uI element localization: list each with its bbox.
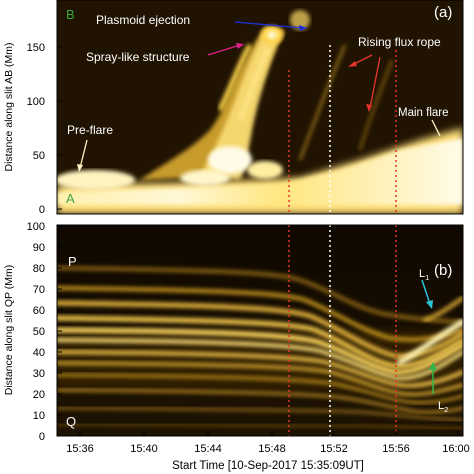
panel-b-label: (b) <box>434 262 452 279</box>
pre-flare-arrow <box>79 139 88 169</box>
rising-arrow-2 <box>369 56 381 109</box>
x-tick-1556: 15:56 <box>382 443 410 455</box>
panel-b-ytick-0: 0 <box>39 431 45 443</box>
pre-flare-arrowhead <box>77 164 83 172</box>
l2-label: L2 <box>438 400 448 414</box>
panel-b-ytick-50: 50 <box>33 326 45 338</box>
panel-a-corner-top: B <box>66 7 75 22</box>
panel-b-corner-bottom: Q <box>66 414 76 429</box>
panel-b-corner-top: P <box>68 254 77 269</box>
panel-b-ytick-30: 30 <box>33 368 45 380</box>
rising-arrowhead-2 <box>366 104 372 112</box>
panel-b-ytick-80: 80 <box>33 263 45 275</box>
main-flare-arrow <box>431 119 441 137</box>
panel-a-label: (a) <box>434 4 452 21</box>
panel-b-ytick-20: 20 <box>33 389 45 401</box>
spray-label: Spray-like structure <box>86 50 190 64</box>
panel-a-ylabel: Distance along slit AB (Mm) <box>3 43 15 172</box>
panel-b-yticks <box>57 225 62 437</box>
spray-arrowhead <box>236 43 244 49</box>
x-axis-label: Start Time [10-Sep-2017 15:35:09UT] <box>172 460 364 472</box>
l2-arrowhead <box>429 362 437 370</box>
panel-a-yticks <box>57 46 62 210</box>
main-flare-label: Main flare <box>398 107 449 119</box>
plasmoid-arrow <box>234 21 304 29</box>
pre-flare-label: Pre-flare <box>67 123 113 137</box>
panel-a: Plasmoid ejection Spray-like structure R… <box>3 0 464 216</box>
panel-a-ytick-0: 0 <box>39 204 45 216</box>
x-axis: 15:36 15:40 15:44 15:48 15:52 15:56 16:0… <box>66 431 470 472</box>
rising-arrowhead-1 <box>348 61 357 67</box>
panel-b-ytick-100: 100 <box>27 221 45 233</box>
l1-label: L1 <box>419 268 429 282</box>
x-tick-1544: 15:44 <box>194 443 222 455</box>
x-ticks <box>79 431 459 436</box>
l1-arrow <box>421 279 431 305</box>
x-tick-1552: 15:52 <box>320 443 348 455</box>
rising-flux-rope-label: Rising flux rope <box>358 35 441 49</box>
x-tick-1600: 16:00 <box>442 443 470 455</box>
panel-b-ytick-40: 40 <box>33 347 45 359</box>
l1-arrowhead <box>426 300 433 309</box>
x-tick-1548: 15:48 <box>258 443 286 455</box>
panel-b-ytick-90: 90 <box>33 242 45 254</box>
x-tick-1536: 15:36 <box>66 443 94 455</box>
panel-a-ytick-100: 100 <box>27 96 45 108</box>
panel-a-ytick-150: 150 <box>27 42 45 54</box>
panel-b: L1 L2 P Q (b) 0 10 20 30 40 50 60 70 80 … <box>3 221 464 443</box>
panel-b-ylabel: Distance along slit QP (Mm) <box>3 265 15 396</box>
panel-a-frame <box>56 0 464 215</box>
panel-b-ytick-10: 10 <box>33 410 45 422</box>
panel-a-corner-bottom: A <box>66 191 75 206</box>
plasmoid-label: Plasmoid ejection <box>96 13 190 27</box>
plasmoid-arrowhead <box>299 25 307 31</box>
spray-arrow <box>207 44 241 56</box>
panel-b-ytick-70: 70 <box>33 284 45 296</box>
panel-a-ytick-50: 50 <box>33 150 45 162</box>
panel-b-ytick-60: 60 <box>33 305 45 317</box>
x-tick-1540: 15:40 <box>130 443 158 455</box>
